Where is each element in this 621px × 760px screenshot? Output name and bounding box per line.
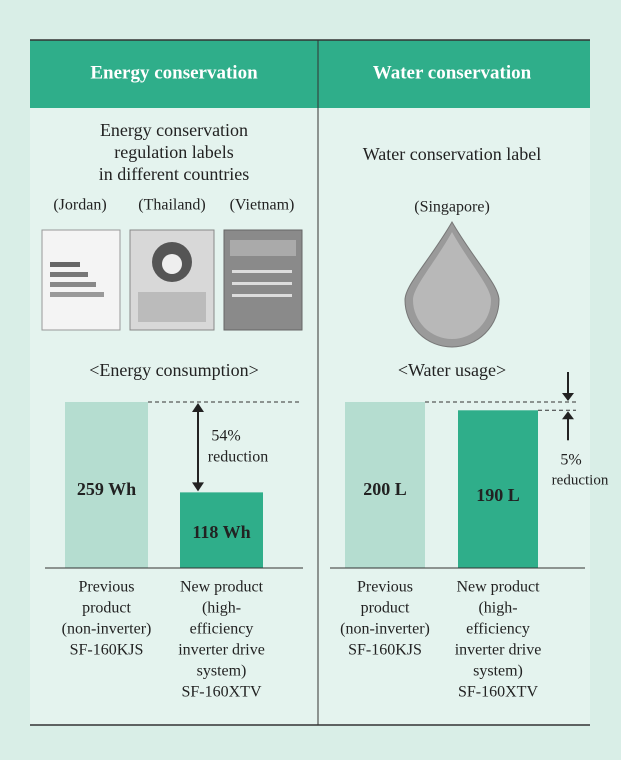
category-label: system) xyxy=(473,663,523,680)
country: (Vietnam) xyxy=(230,197,295,214)
value-label: 200 L xyxy=(363,479,407,499)
category-label: (high- xyxy=(478,600,517,617)
subtitle: Energy conservation xyxy=(100,120,248,140)
category-label: SF-160KJS xyxy=(348,642,422,659)
subtitle: in different countries xyxy=(99,164,250,184)
category-label: New product xyxy=(456,579,540,596)
category-label: efficiency xyxy=(190,621,254,638)
infographic: Energy conservationEnergy conservationre… xyxy=(0,0,621,760)
subtitle: regulation labels xyxy=(114,142,233,162)
header: Energy conservation xyxy=(90,62,258,83)
chart-title: <Water usage> xyxy=(398,360,506,380)
annotation: 54% xyxy=(211,428,240,445)
category-label: product xyxy=(361,600,410,617)
value-label: 118 Wh xyxy=(192,522,250,542)
country: (Singapore) xyxy=(414,199,490,216)
category-label: Previous xyxy=(357,579,413,596)
value-label: 190 L xyxy=(476,485,520,505)
category-label: inverter drive xyxy=(178,642,265,659)
annotation: 5% xyxy=(560,452,581,469)
annotation: reduction xyxy=(208,449,268,466)
value-label: 259 Wh xyxy=(77,479,136,499)
category-label: system) xyxy=(197,663,247,680)
category-label: SF-160XTV xyxy=(181,684,261,701)
category-label: inverter drive xyxy=(455,642,542,659)
country: (Thailand) xyxy=(138,197,206,214)
chart-title: <Energy consumption> xyxy=(89,360,258,380)
subtitle: Water conservation label xyxy=(363,144,541,164)
category-label: (non-inverter) xyxy=(340,621,430,638)
country: (Jordan) xyxy=(53,197,106,214)
category-label: Previous xyxy=(79,579,135,596)
category-label: SF-160XTV xyxy=(458,684,538,701)
category-label: (high- xyxy=(202,600,241,617)
category-label: New product xyxy=(180,579,264,596)
category-label: efficiency xyxy=(466,621,530,638)
header: Water conservation xyxy=(373,62,532,83)
page: Energy conservationEnergy conservationre… xyxy=(0,0,621,760)
category-label: product xyxy=(82,600,131,617)
category-label: SF-160KJS xyxy=(70,642,144,659)
annotation: reduction xyxy=(552,472,609,488)
category-label: (non-inverter) xyxy=(62,621,152,638)
